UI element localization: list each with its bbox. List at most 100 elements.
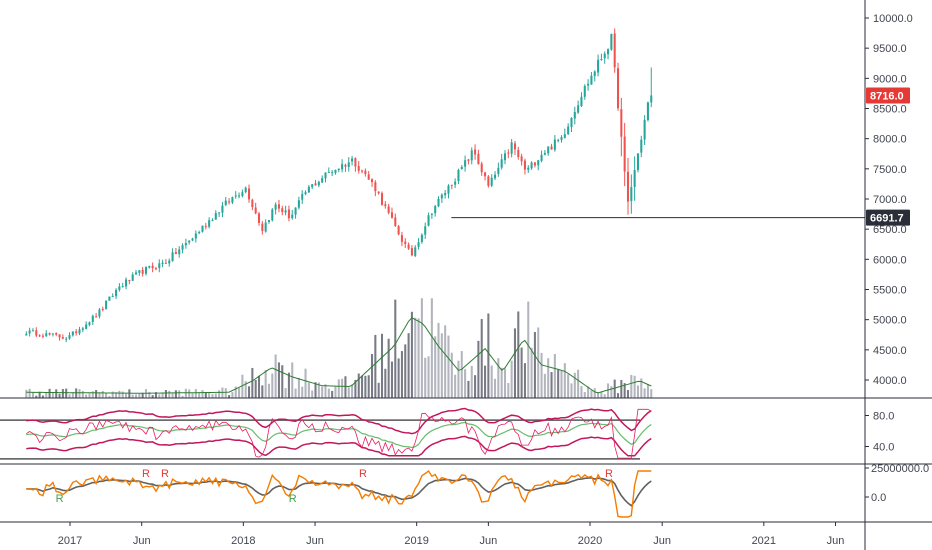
candle (367, 174, 370, 180)
volume-bar (41, 395, 44, 398)
candle (61, 337, 64, 339)
volume-bar (490, 365, 493, 398)
volume-bar (88, 393, 91, 398)
candle (334, 169, 337, 173)
volume-bar (158, 394, 161, 398)
candle (214, 212, 217, 220)
candle (380, 193, 384, 205)
volume-bar (314, 382, 317, 398)
candle (530, 162, 533, 169)
volume-bar (85, 394, 88, 398)
volume-bar (65, 388, 68, 398)
volume-bar (81, 390, 84, 398)
time-tick-label: Jun (133, 535, 151, 547)
volume-bar (25, 389, 28, 398)
volume-bar (234, 386, 237, 398)
candle (317, 181, 320, 186)
volume-bar (354, 379, 357, 398)
volume-bar (101, 391, 104, 398)
volume-bar (181, 395, 184, 398)
candle (191, 238, 194, 241)
candle (503, 153, 507, 161)
candle (281, 208, 284, 213)
price-tick-label: 7000.0 (873, 194, 907, 206)
volume-bar (553, 354, 556, 398)
osc-tick-label: 0.0 (871, 492, 886, 504)
volume-bar (417, 318, 420, 398)
candle (158, 263, 161, 269)
volume-bar (204, 392, 207, 398)
rsi-pane: 80.0 40.0 (0, 407, 894, 460)
price-tick-label: 5500.0 (873, 285, 907, 297)
candle (600, 59, 603, 61)
volume-bar (517, 311, 520, 398)
volume-pane (25, 298, 653, 398)
candle (640, 139, 643, 153)
volume-bar (337, 379, 340, 398)
volume-bar (141, 392, 144, 398)
candle (407, 244, 410, 249)
candle (144, 267, 148, 274)
price-tick-label: 5000.0 (873, 315, 907, 327)
volume-bar (91, 391, 94, 398)
candle (88, 322, 91, 325)
time-tick-label: 2017 (58, 535, 82, 547)
candle (583, 86, 586, 97)
candle (347, 162, 350, 167)
candle (304, 192, 307, 195)
volume-bar (530, 347, 533, 398)
candle (71, 331, 74, 336)
volume-bar (480, 319, 483, 398)
volume-bar (410, 311, 413, 398)
volume-bar (404, 344, 407, 398)
candle (390, 212, 394, 218)
volume-bar (194, 389, 197, 398)
candle (65, 338, 68, 340)
candle (560, 137, 563, 140)
volume-bar (105, 392, 108, 398)
signal-label: R (289, 493, 297, 505)
volume-bar (573, 372, 576, 398)
candle (447, 185, 450, 194)
candle (221, 205, 224, 213)
candle (287, 209, 290, 219)
volume-bar (607, 383, 610, 398)
candle (384, 204, 387, 207)
candle (264, 222, 267, 232)
candle (98, 309, 101, 317)
volume-bar (407, 333, 410, 398)
volume-bar (307, 382, 310, 398)
volume-bar (351, 384, 354, 398)
candle (484, 172, 487, 177)
candle (377, 191, 380, 194)
volume-bar (394, 299, 397, 398)
candle (68, 335, 71, 339)
volume-bar (294, 388, 297, 398)
volume-bar (650, 389, 653, 398)
volume-bar (497, 358, 500, 398)
time-tick-label: 2018 (231, 535, 255, 547)
volume-bar (477, 340, 480, 398)
volume-bar (580, 386, 583, 398)
signal-label: R (359, 468, 367, 480)
candle (294, 207, 297, 215)
candle (307, 186, 310, 193)
volume-bar (500, 367, 503, 398)
candle (194, 233, 197, 239)
candle (41, 335, 44, 337)
candle (487, 176, 490, 186)
candle (607, 49, 610, 55)
candle (420, 234, 423, 242)
candle (128, 280, 131, 282)
candle (397, 226, 400, 235)
volume-bar (274, 354, 277, 398)
volume-bar (277, 362, 280, 398)
candle (251, 199, 254, 208)
volume-bar (188, 389, 191, 398)
volume-bar (218, 390, 221, 398)
rsi-line (26, 408, 652, 459)
candle (274, 204, 277, 210)
candle (111, 296, 114, 298)
volume-bar (241, 374, 244, 398)
